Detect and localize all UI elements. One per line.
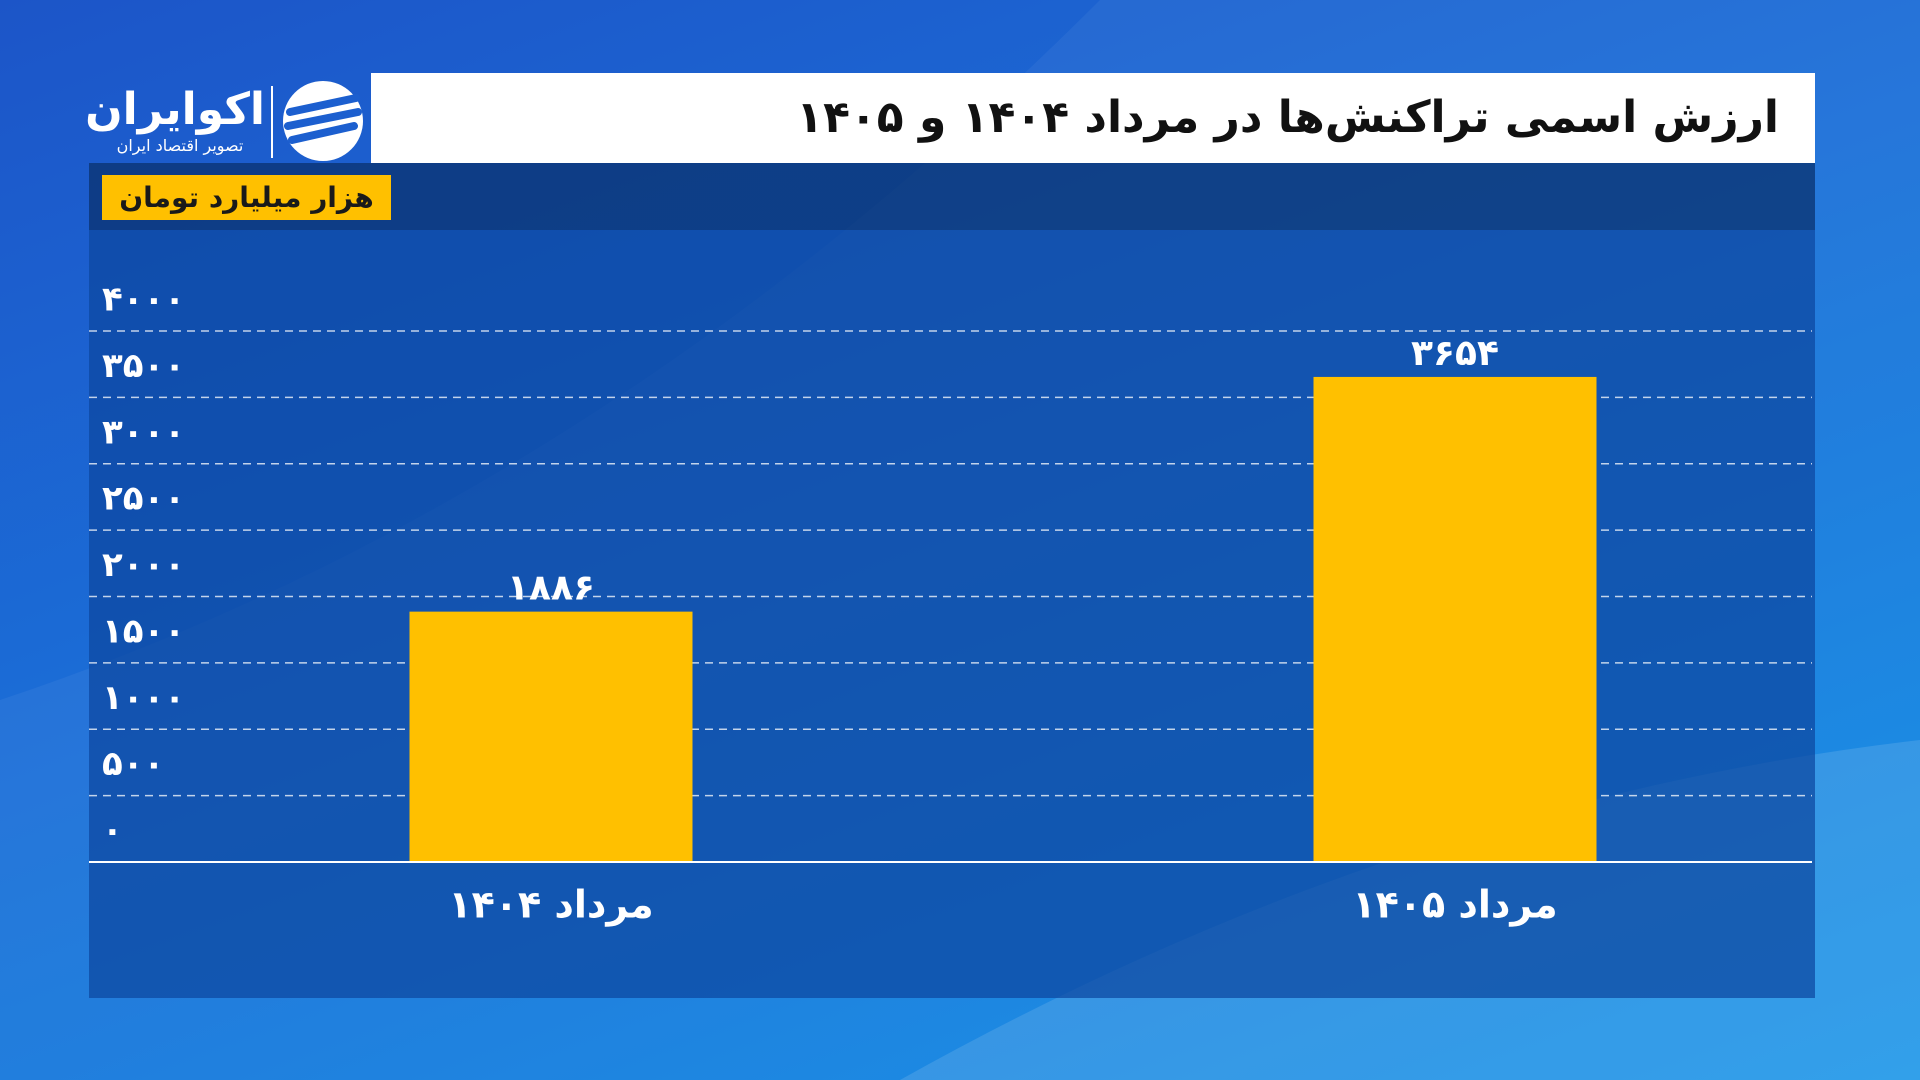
x-tick-label: مرداد ۱۴۰۵ [1352,883,1557,927]
bar [1313,376,1597,862]
y-tick-label: ۱۰۰۰ [102,678,185,718]
logo-icon [271,81,363,161]
y-tick-label: ۲۵۰۰ [102,479,185,519]
y-tick-label: ۰ [102,811,123,851]
bar [409,611,693,862]
y-tick-label: ۲۰۰۰ [102,545,185,585]
logo-tagline: تصویر اقتصاد ایران [116,136,244,155]
logo-stripes [284,94,362,144]
y-tick-label: ۱۵۰۰ [102,611,185,651]
y-tick-label: ۳۰۰۰ [102,412,185,452]
chart-title: ارزش اسمی تراکنش‌ها در مرداد ۱۴۰۴ و ۱۴۰۵ [371,73,1815,163]
unit-label: هزار میلیارد تومان [102,175,391,220]
value-label: ۱۸۸۶ [507,568,595,609]
logo-name: اکوایران [85,84,265,135]
y-tick-label: ۴۰۰۰ [102,280,185,320]
value-label: ۳۶۵۴ [1411,333,1499,374]
x-tick-label: مرداد ۱۴۰۴ [448,883,653,927]
y-tick-label: ۵۰۰ [102,744,164,784]
y-tick-label: ۳۵۰۰ [102,346,185,386]
